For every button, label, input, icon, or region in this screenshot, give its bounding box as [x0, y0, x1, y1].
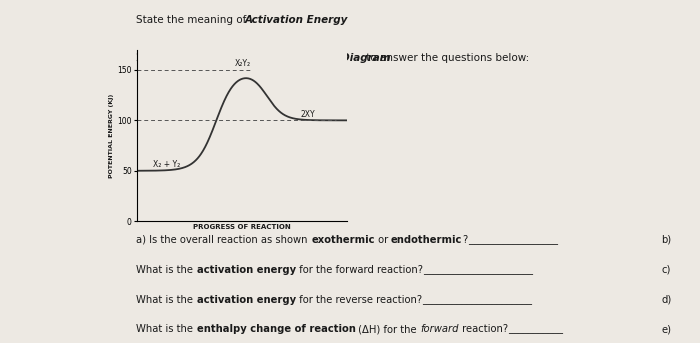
Text: 2. Use the following: 2. Use the following — [136, 53, 244, 63]
Text: d): d) — [662, 295, 672, 305]
Text: ___________: ___________ — [508, 324, 563, 334]
Text: for the forward reaction?: for the forward reaction? — [295, 265, 423, 275]
Y-axis label: POTENTIAL ENERGY (KJ): POTENTIAL ENERGY (KJ) — [109, 93, 114, 178]
Text: X₂ + Y₂: X₂ + Y₂ — [153, 160, 181, 169]
Text: reaction?: reaction? — [458, 324, 508, 334]
Text: State the meaning of: State the meaning of — [136, 15, 250, 25]
Text: a) Is the overall reaction as shown: a) Is the overall reaction as shown — [136, 235, 311, 245]
Text: Activation Energy: Activation Energy — [245, 15, 349, 25]
Text: activation energy: activation energy — [197, 295, 295, 305]
Text: X₂Y₂: X₂Y₂ — [234, 59, 251, 68]
Text: What is the: What is the — [136, 324, 197, 334]
Text: to answer the questions below:: to answer the questions below: — [363, 53, 529, 63]
Text: ?: ? — [463, 235, 468, 245]
Text: endothermic: endothermic — [391, 235, 463, 245]
Text: Potential Energy Diagram: Potential Energy Diagram — [240, 53, 391, 63]
Text: .: . — [334, 15, 337, 25]
Text: forward: forward — [420, 324, 459, 334]
Text: c): c) — [662, 265, 671, 275]
Text: b): b) — [662, 235, 671, 245]
Text: 2XY: 2XY — [300, 110, 315, 119]
Text: __________________: __________________ — [468, 235, 558, 245]
Text: What is the: What is the — [136, 295, 197, 305]
Text: activation energy: activation energy — [197, 265, 295, 275]
Text: exothermic: exothermic — [311, 235, 374, 245]
Text: ______________________: ______________________ — [422, 295, 532, 305]
X-axis label: PROGRESS OF REACTION: PROGRESS OF REACTION — [193, 224, 290, 230]
Text: e): e) — [662, 324, 671, 334]
Text: or: or — [374, 235, 391, 245]
Text: enthalpy change of reaction: enthalpy change of reaction — [197, 324, 356, 334]
Text: ______________________: ______________________ — [423, 265, 533, 275]
Text: for the reverse reaction?: for the reverse reaction? — [295, 295, 422, 305]
Text: What is the: What is the — [136, 265, 197, 275]
Text: (ΔH) for the: (ΔH) for the — [356, 324, 420, 334]
